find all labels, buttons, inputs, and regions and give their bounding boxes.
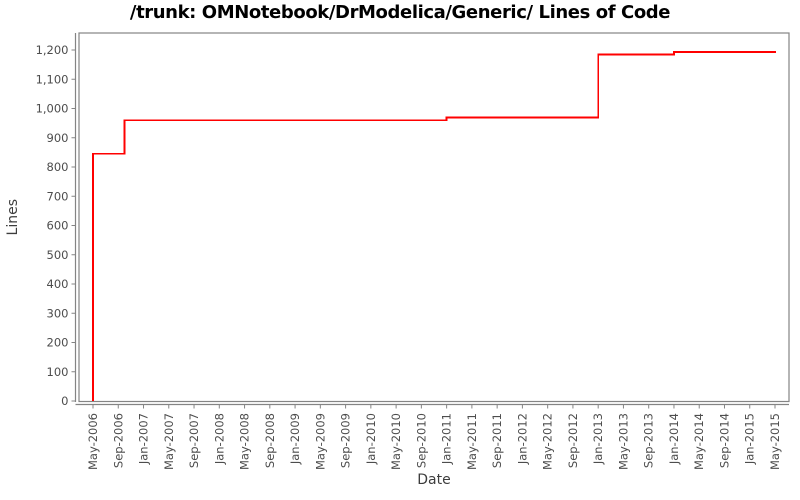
y-tick-label: 800 xyxy=(47,160,69,174)
x-tick-label: Sep-2013 xyxy=(642,413,656,468)
x-tick-label: Sep-2010 xyxy=(414,413,428,468)
x-tick-label: Jan-2015 xyxy=(743,413,757,465)
y-tick-label: 0 xyxy=(61,394,68,408)
x-tick-label: May-2014 xyxy=(692,413,706,470)
x-tick-label: Sep-2011 xyxy=(490,413,504,468)
y-tick-label: 100 xyxy=(47,365,69,379)
x-tick-label: Sep-2006 xyxy=(111,413,125,468)
y-tick-label: 500 xyxy=(47,248,69,262)
x-tick-label: Jan-2012 xyxy=(515,413,529,465)
loc-series-line xyxy=(92,50,776,401)
y-tick-label: 300 xyxy=(47,306,69,320)
chart-title: /trunk: OMNotebook/DrModelica/Generic/ L… xyxy=(129,2,671,23)
x-tick-label: May-2006 xyxy=(86,413,100,470)
x-tick-label: Jan-2008 xyxy=(212,413,226,465)
y-tick-label: 400 xyxy=(47,277,69,291)
x-tick-label: Jan-2010 xyxy=(364,413,378,465)
x-tick-label: May-2010 xyxy=(389,413,403,470)
x-tick-label: May-2009 xyxy=(313,413,327,470)
y-tick-label: 700 xyxy=(47,189,69,203)
x-tick-label: Sep-2009 xyxy=(339,413,353,468)
x-tick-label: Sep-2008 xyxy=(263,413,277,468)
x-tick-label: Sep-2014 xyxy=(717,413,731,468)
y-tick-label: 1,200 xyxy=(36,43,69,57)
x-tick-label: Jan-2007 xyxy=(137,413,151,465)
x-tick-label: Jan-2011 xyxy=(440,413,454,465)
x-tick-label: May-2007 xyxy=(162,413,176,470)
plot-border xyxy=(78,32,790,403)
x-tick-label: May-2015 xyxy=(768,413,782,470)
x-tick-label: Jan-2009 xyxy=(288,413,302,465)
x-tick-label: Jan-2014 xyxy=(667,413,681,465)
y-tick-label: 200 xyxy=(47,336,69,350)
x-tick-label: May-2012 xyxy=(541,413,555,470)
x-tick-label: May-2013 xyxy=(616,413,630,470)
x-tick-label: Jan-2013 xyxy=(591,413,605,465)
x-tick-label: Sep-2012 xyxy=(566,413,580,468)
x-tick-label: Sep-2007 xyxy=(187,413,201,468)
x-tick-label: May-2008 xyxy=(238,413,252,470)
y-tick-label: 1,000 xyxy=(36,102,69,116)
y-tick-label: 900 xyxy=(47,131,69,145)
x-axis-title: Date xyxy=(417,472,450,488)
y-axis-title: Lines xyxy=(5,199,21,235)
x-tick-label: May-2011 xyxy=(465,413,479,470)
y-tick-label: 600 xyxy=(47,219,69,233)
y-tick-label: 1,100 xyxy=(36,72,69,86)
